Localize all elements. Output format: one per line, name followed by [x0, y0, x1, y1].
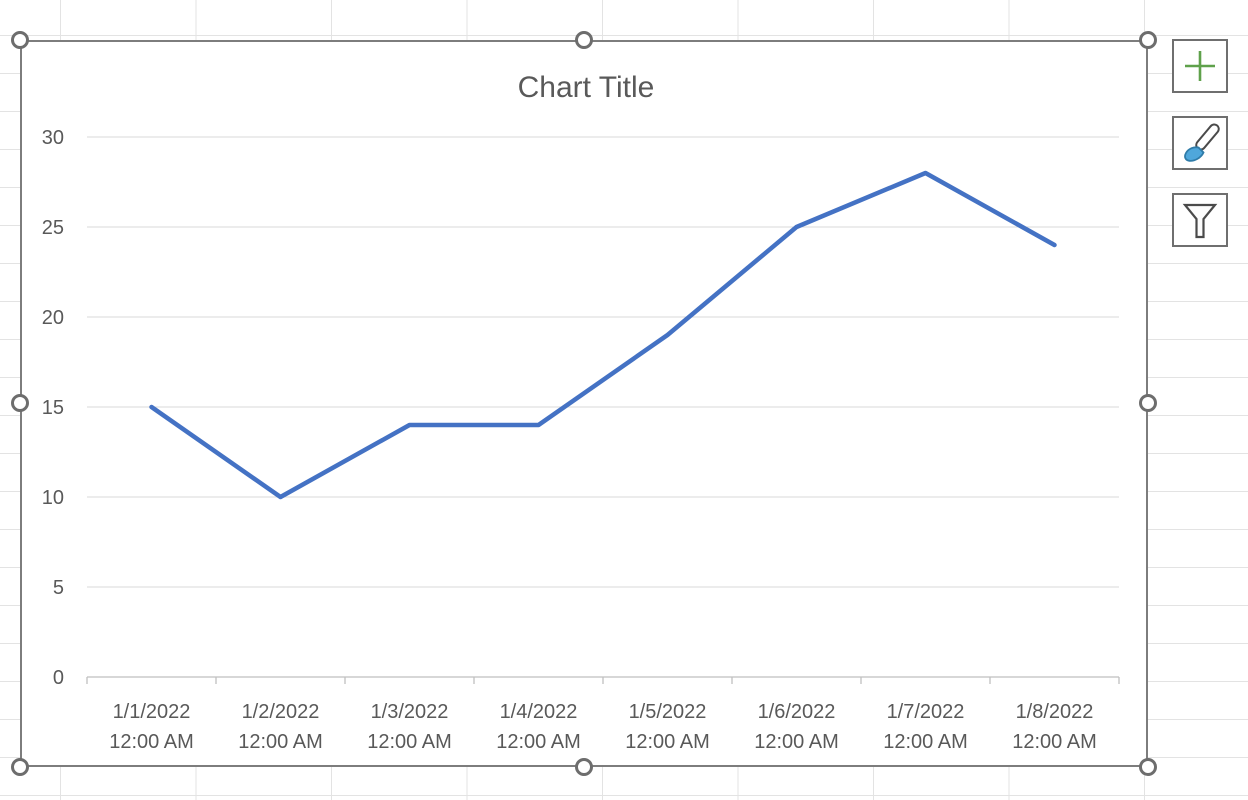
x-axis-label: 1/5/2022 12:00 AM	[625, 701, 710, 753]
chart-title[interactable]: Chart Title	[518, 71, 655, 104]
resize-handle-middle-right[interactable]	[1139, 394, 1157, 412]
resize-handle-bottom-left[interactable]	[11, 758, 29, 776]
resize-handle-bottom-right[interactable]	[1139, 758, 1157, 776]
y-axis-label: 30	[42, 127, 64, 149]
y-axis-label: 15	[42, 397, 64, 419]
y-axis-label: 20	[42, 307, 64, 329]
resize-handle-top-middle[interactable]	[575, 31, 593, 49]
plot-area: 0 5 10 15 20 25 30 1/1/2022 12:00 AM 1/2/2022 12:0…	[42, 127, 1120, 753]
resize-handle-top-left[interactable]	[11, 31, 29, 49]
x-axis-label: 1/6/2022 12:00 AM	[754, 701, 839, 753]
resize-handle-middle-left[interactable]	[11, 394, 29, 412]
chart-svg[interactable]: Chart Title 0 5 10 15 20 25 30 1/1/2022 12:00 AM…	[22, 42, 1146, 765]
resize-handle-bottom-middle[interactable]	[575, 758, 593, 776]
x-axis-label: 1/3/2022 12:00 AM	[367, 701, 452, 753]
resize-handle-top-right[interactable]	[1139, 31, 1157, 49]
x-axis-label: 1/4/2022 12:00 AM	[496, 701, 581, 753]
x-axis-label: 1/2/2022 12:00 AM	[238, 701, 323, 753]
paintbrush-icon	[1184, 123, 1220, 162]
x-axis-label: 1/8/2022 12:00 AM	[1012, 701, 1097, 753]
x-axis-label: 1/7/2022 12:00 AM	[883, 701, 968, 753]
chart-styles-button[interactable]	[1172, 116, 1228, 170]
funnel-icon	[1182, 203, 1218, 239]
y-axis-label: 0	[53, 667, 64, 689]
y-axis-label: 5	[53, 577, 64, 599]
chart-filters-button[interactable]	[1172, 193, 1228, 247]
x-axis-label: 1/1/2022 12:00 AM	[109, 701, 194, 753]
y-axis-label: 25	[42, 217, 64, 239]
chart-elements-button[interactable]	[1172, 39, 1228, 93]
plus-icon	[1185, 51, 1215, 81]
chart-object[interactable]: Chart Title 0 5 10 15 20 25 30 1/1/2022 12:00 AM…	[20, 40, 1148, 767]
y-axis-label: 10	[42, 487, 64, 509]
series-line[interactable]	[149, 170, 1057, 500]
